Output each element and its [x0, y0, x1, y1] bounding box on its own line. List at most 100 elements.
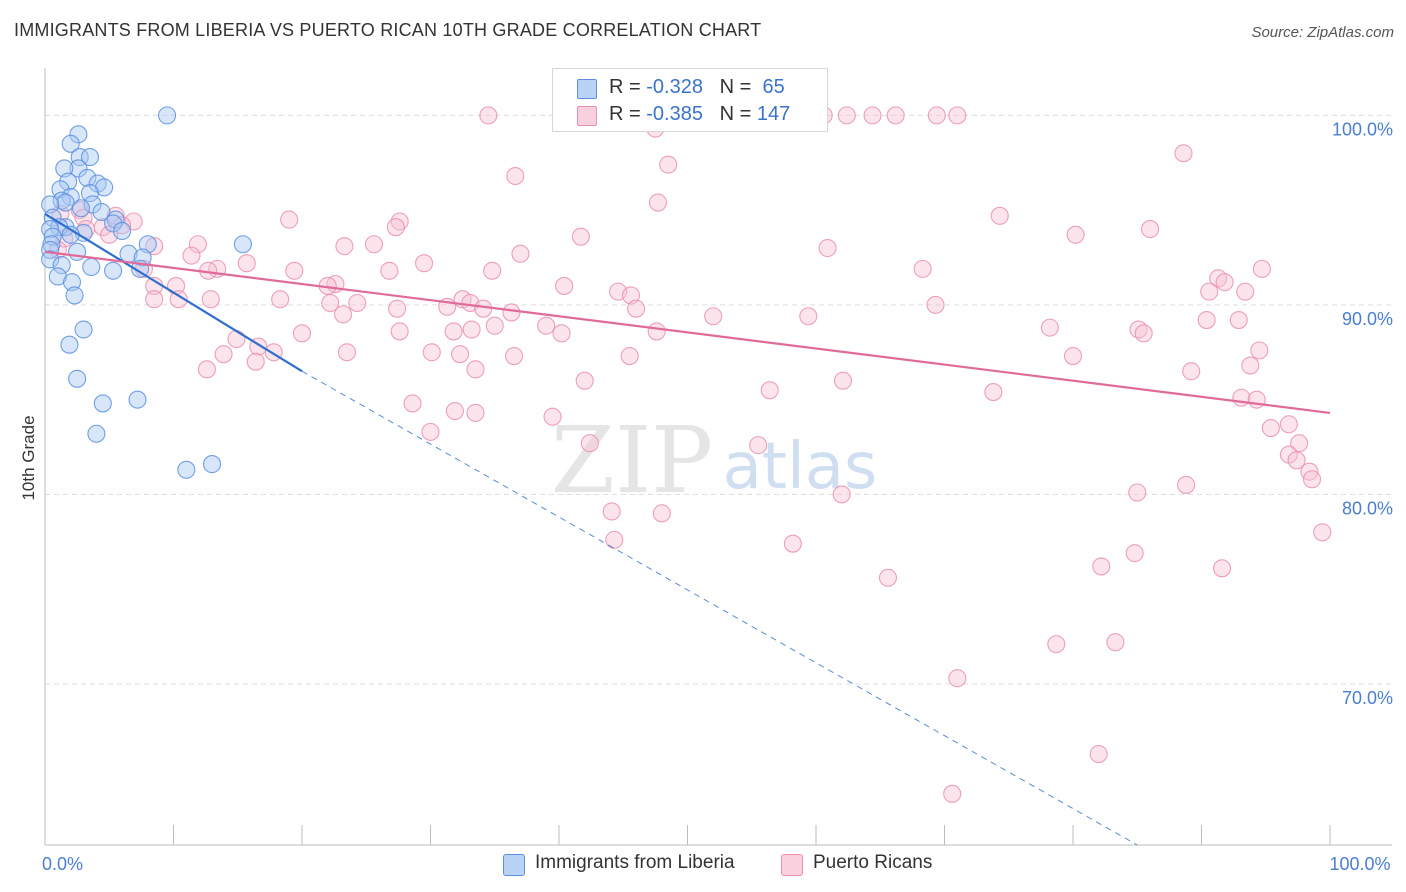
liberia-point: [74, 320, 93, 339]
liberia-point: [59, 172, 78, 191]
puerto-ricans-point: [948, 669, 967, 688]
puerto-ricans-point: [246, 352, 265, 371]
puerto-ricans-point: [280, 210, 299, 229]
tick-labels: 100.0% 90.0% 80.0% 70.0% 0.0% 100.0%: [42, 119, 1393, 874]
puerto-ricans-point: [1241, 356, 1260, 375]
puerto-ricans-point: [321, 293, 340, 313]
puerto-ricans-point: [502, 303, 521, 322]
puerto-ricans-point: [552, 324, 571, 343]
puerto-ricans-point: [1261, 419, 1280, 438]
liberia-point: [60, 335, 79, 354]
liberia-point: [233, 235, 252, 254]
puerto-ricans-point: [1213, 559, 1232, 578]
puerto-ricans-point: [335, 237, 354, 256]
puerto-ricans-point: [415, 254, 434, 273]
puerto-ricans-point: [1250, 341, 1269, 360]
puerto-ricans-point: [201, 290, 220, 309]
liberia-point: [41, 250, 60, 269]
puerto-ricans-point: [1229, 311, 1248, 330]
liberia-point: [62, 273, 82, 292]
chart-source: Source: ZipAtlas.com: [1251, 24, 1394, 41]
puerto-ricans-point: [760, 381, 779, 400]
puerto-ricans-point: [1106, 633, 1125, 652]
liberia-point: [68, 369, 87, 388]
puerto-ricans-trend-line: [44, 250, 1331, 415]
liberia-point: [93, 394, 112, 413]
liberia-point: [203, 455, 222, 474]
puerto-ricans-point: [605, 530, 624, 549]
puerto-ricans-point: [878, 568, 898, 587]
puerto-ricans-point: [474, 299, 493, 318]
puerto-ricans-point: [783, 534, 802, 553]
puerto-ricans-point: [1040, 318, 1059, 337]
puerto-ricans-point: [886, 106, 905, 125]
liberia-point: [92, 202, 111, 222]
trend-lines: [44, 212, 1331, 846]
liberia-point: [69, 125, 88, 144]
liberia-point: [87, 424, 106, 443]
liberia-point: [158, 106, 177, 125]
r-value: -0.385: [646, 103, 703, 125]
puerto-ricans-point: [659, 155, 678, 174]
axes: [44, 68, 1392, 846]
x-tick-label: 0.0%: [42, 854, 83, 874]
puerto-ricans-swatch: [577, 106, 597, 126]
liberia-trend-line: [44, 212, 303, 373]
r-label: R =: [609, 103, 641, 125]
puerto-ricans-point: [145, 237, 164, 256]
gridlines: [45, 114, 1392, 685]
liberia-point: [80, 184, 100, 203]
puerto-ricans-point: [1313, 523, 1332, 542]
puerto-ricans-point: [749, 436, 768, 455]
puerto-ricans-point: [337, 343, 357, 362]
liberia-trend-extension: [301, 370, 1138, 846]
puerto-ricans-point: [704, 307, 723, 326]
puerto-ricans-point: [485, 316, 504, 335]
puerto-ricans-point: [292, 324, 312, 343]
liberia-point: [177, 460, 196, 479]
puerto-ricans-point: [652, 504, 671, 523]
y-axis-label: 10th Grade: [19, 415, 38, 500]
puerto-ricans-point: [388, 299, 407, 318]
puerto-ricans-point: [832, 485, 851, 504]
puerto-ricans-point: [1177, 475, 1196, 494]
puerto-ricans-point: [348, 293, 367, 313]
puerto-ricans-point: [1128, 483, 1147, 502]
puerto-ricans-point: [197, 360, 216, 379]
n-value: 65: [762, 76, 785, 98]
puerto-ricans-point: [555, 276, 574, 295]
puerto-ricans-point: [1236, 282, 1255, 301]
puerto-ricans-point: [451, 345, 470, 364]
puerto-ricans-point: [537, 316, 556, 335]
puerto-ricans-point: [818, 238, 837, 258]
watermark-atlas: atlas: [723, 430, 878, 504]
puerto-ricans-point: [1063, 347, 1083, 366]
puerto-ricans-point: [799, 307, 818, 326]
y-tick-label: 70.0%: [1342, 688, 1393, 708]
stats-text-liberia: R = -0.328 N = 65: [609, 76, 785, 99]
puerto-ricans-point: [285, 261, 304, 280]
puerto-ricans-point: [1200, 282, 1219, 301]
watermark-zip: ZIP: [551, 407, 713, 514]
puerto-ricans-point: [403, 394, 422, 413]
puerto-ricans-point: [1089, 744, 1108, 764]
liberia-point: [56, 193, 75, 212]
n-value: 147: [756, 103, 791, 125]
puerto-ricans-point: [364, 235, 384, 254]
puerto-ricans-point: [506, 166, 525, 186]
puerto-ricans-point: [833, 371, 853, 390]
puerto-ricans-point: [627, 299, 646, 318]
y-tick-label: 90.0%: [1342, 309, 1393, 329]
puerto-ricans-point: [271, 290, 290, 309]
puerto-ricans-point: [621, 286, 641, 305]
puerto-ricans-point: [1125, 544, 1144, 563]
puerto-ricans-point: [227, 329, 246, 349]
puerto-ricans-point: [648, 193, 667, 212]
liberia-point: [43, 227, 62, 246]
legend: Immigrants from Liberia Puerto Ricans: [0, 850, 1406, 878]
puerto-ricans-point: [926, 295, 945, 314]
stats-text-puerto-ricans: R = -0.385 N = 147: [609, 103, 790, 126]
puerto-ricans-point: [948, 106, 967, 125]
liberia-swatch: [577, 79, 597, 99]
